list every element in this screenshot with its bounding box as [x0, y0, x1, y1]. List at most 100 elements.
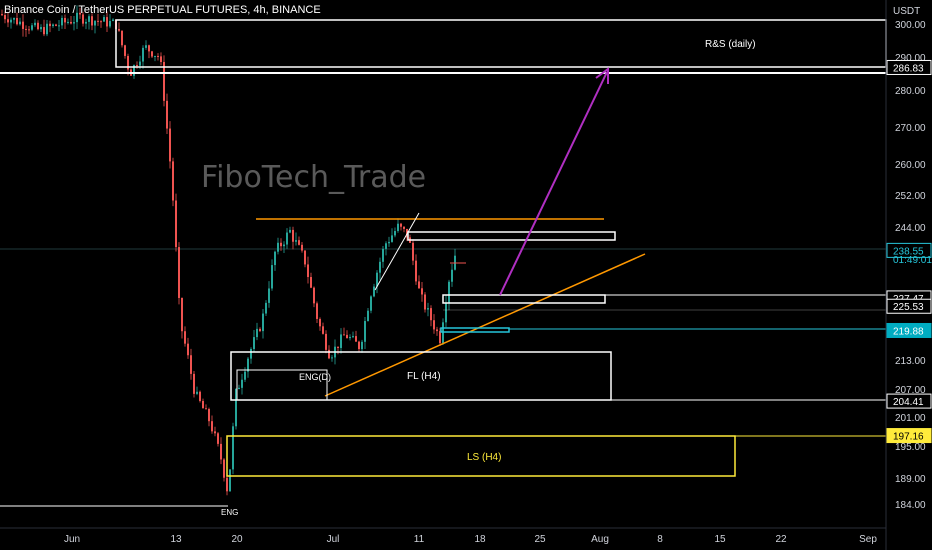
- countdown-label: 01:49:01: [893, 255, 932, 266]
- candle: [307, 256, 309, 284]
- price-tick-label: 252.00: [895, 191, 926, 202]
- candle: [454, 248, 456, 271]
- candle: [202, 398, 204, 409]
- candle: [208, 407, 210, 427]
- candle: [91, 13, 93, 31]
- price-tick-label: 189.00: [895, 474, 926, 485]
- candle: [166, 93, 168, 134]
- candle: [121, 30, 123, 48]
- candle: [112, 18, 114, 22]
- candle: [106, 11, 108, 32]
- candle: [370, 295, 372, 314]
- time-tick-label: 20: [231, 534, 243, 545]
- candle: [451, 263, 453, 287]
- candle: [430, 305, 432, 327]
- drawings-layer: R&S (daily) ENG(D) FL (H4) LS (H4) ENG: [0, 19, 887, 517]
- candle: [145, 40, 147, 50]
- time-tick-label: Jul: [327, 534, 340, 545]
- candle: [211, 415, 213, 434]
- time-tick-label: Sep: [859, 534, 877, 545]
- candle: [163, 55, 165, 107]
- candle: [271, 259, 273, 291]
- candle: [184, 326, 186, 347]
- candle: [358, 340, 360, 352]
- fl-h4-zone[interactable]: [230, 351, 612, 401]
- price-marker: 219.88: [886, 322, 932, 338]
- candle: [364, 316, 366, 350]
- price-tick-label: 280.00: [895, 86, 926, 97]
- price-marker: 204.41: [886, 393, 932, 409]
- rs-daily-zone[interactable]: [115, 19, 887, 68]
- cyan-box-219[interactable]: [440, 327, 510, 333]
- candle: [250, 347, 252, 364]
- price-tick-label: 270.00: [895, 123, 926, 134]
- candle: [49, 20, 51, 33]
- candle: [352, 331, 354, 339]
- demand-box-227[interactable]: [442, 294, 606, 304]
- time-tick-label: Jun: [64, 534, 80, 545]
- candle: [439, 327, 441, 346]
- candle: [355, 330, 357, 342]
- candle: [64, 14, 66, 30]
- wedge-trendline[interactable]: [374, 212, 420, 291]
- candle: [124, 44, 126, 59]
- candle: [46, 20, 48, 37]
- candle: [214, 426, 216, 437]
- price-marker: 238.55: [886, 242, 932, 258]
- candle: [181, 297, 183, 339]
- price-ticks: 300.00 290.00 280.00 270.00 260.00 252.00 244.…: [895, 20, 926, 511]
- ls-h4-zone[interactable]: [226, 435, 736, 477]
- price-tick-label: 195.00: [895, 442, 926, 453]
- time-axis[interactable]: Jun 13 20 Jul 11 18 25 Aug 8 15 22 Sep: [0, 527, 886, 545]
- candle: [409, 234, 411, 244]
- candle: [55, 23, 57, 27]
- candle: [37, 20, 39, 31]
- candle: [427, 302, 429, 317]
- price-marker-label: 225.53: [893, 302, 924, 313]
- candle: [382, 245, 384, 268]
- supply-box-upper[interactable]: [407, 231, 616, 241]
- candles-layer: [1, 5, 456, 496]
- candle: [4, 11, 6, 24]
- candle: [316, 301, 318, 323]
- projection-arrow[interactable]: [499, 67, 609, 296]
- candle: [385, 241, 387, 256]
- candle: [379, 257, 381, 280]
- candle: [415, 254, 417, 285]
- candle: [397, 218, 399, 233]
- candle: [19, 17, 21, 26]
- ascending-trendline[interactable]: [324, 253, 646, 397]
- candle: [76, 5, 78, 29]
- candle: [31, 23, 33, 32]
- eng-d-box[interactable]: [236, 369, 328, 401]
- candle: [394, 227, 396, 238]
- candle: [301, 242, 303, 253]
- candle: [7, 12, 9, 28]
- annotation-rs-daily: R&S (daily): [705, 39, 756, 50]
- price-tick-label: 201.00: [895, 413, 926, 424]
- candle: [247, 356, 249, 378]
- time-tick-label: 11: [414, 534, 425, 545]
- price-tick-label: 260.00: [895, 160, 926, 171]
- candle: [67, 18, 69, 25]
- price-axis[interactable]: USDT 300.00 290.00 280.00 270.00 260.00 252.0…: [885, 0, 932, 550]
- candle: [160, 52, 162, 66]
- candle: [367, 307, 369, 322]
- candle: [190, 348, 192, 380]
- time-ticks: Jun 13 20 Jul 11 18 25 Aug 8 15 22 Sep: [64, 534, 877, 545]
- candle: [229, 469, 231, 492]
- time-tick-label: 22: [775, 534, 787, 545]
- candle: [58, 19, 60, 32]
- annotation-fl-h4: FL (H4): [407, 371, 441, 382]
- candle: [274, 250, 276, 271]
- candle: [235, 388, 237, 430]
- candle: [118, 22, 120, 32]
- candle: [277, 237, 279, 255]
- candle: [424, 292, 426, 313]
- candle: [79, 7, 81, 19]
- candle: [85, 18, 87, 30]
- candle: [391, 228, 393, 243]
- candle: [436, 326, 438, 336]
- candle: [223, 458, 225, 482]
